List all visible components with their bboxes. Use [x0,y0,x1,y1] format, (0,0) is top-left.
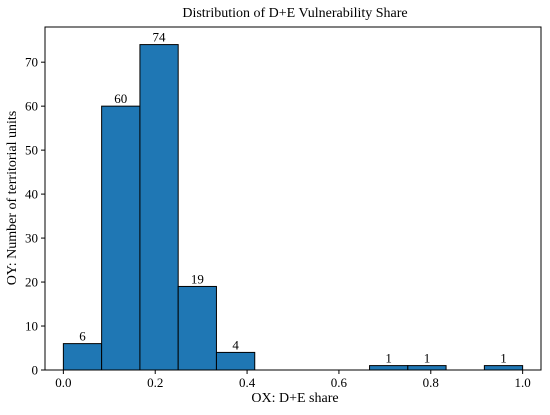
histogram-bar [215,351,256,371]
bar-data-label: 1 [385,351,392,366]
y-axis-ticks: 0 10 20 30 40 50 60 70 [25,55,45,378]
y-tick-label: 20 [25,275,38,290]
x-tick-label: 0.6 [331,375,348,390]
histogram-bar [101,105,141,371]
y-tick-label: 70 [25,55,38,70]
x-tick-label: 1.0 [515,375,531,390]
bar-data-label: 6 [79,329,86,344]
histogram-bar [407,365,447,371]
y-tick-label: 30 [25,231,38,246]
bar-data-label: 60 [114,91,127,106]
histogram-bar [483,365,524,371]
x-tick-label: 0.8 [423,375,439,390]
bar-data-label: 4 [232,337,239,352]
histogram-bar [177,285,217,371]
y-tick-label: 0 [32,363,39,378]
data-labels-layer: 6 60 74 19 4 1 1 1 [79,30,507,366]
x-axis-label: OX: D+E share [251,391,338,406]
x-tick-label: 0.4 [239,375,256,390]
x-axis-ticks: 0.0 0.2 0.4 0.6 0.8 1.0 [55,370,531,390]
chart-title: Distribution of D+E Vulnerability Share [182,6,407,21]
histogram-bar [369,365,409,371]
plot-area-frame [44,26,542,371]
bar-data-label: 19 [191,271,204,286]
bar-data-label: 1 [424,351,431,366]
y-tick-label: 10 [25,319,38,334]
histogram-bar [139,44,179,371]
y-tick-label: 50 [25,143,38,158]
histogram-bar [62,343,103,371]
y-tick-label: 40 [25,187,38,202]
x-tick-label: 0.2 [147,375,163,390]
bars-layer [62,44,524,371]
bar-data-label: 1 [500,351,507,366]
y-tick-label: 60 [25,99,38,114]
y-axis-label: OY: Number of territorial units [5,111,20,285]
x-tick-label: 0.0 [55,375,71,390]
bar-data-label: 74 [153,30,167,45]
